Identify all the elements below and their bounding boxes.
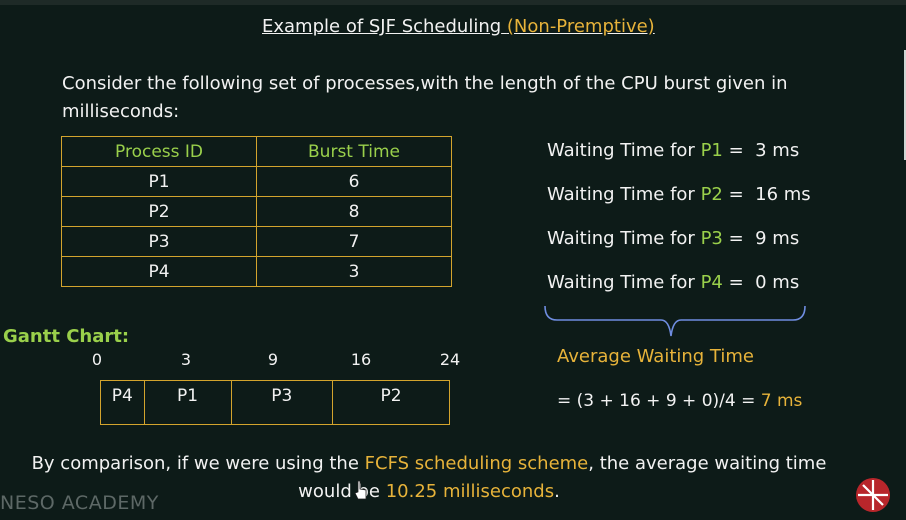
cell-process: P2 bbox=[61, 196, 257, 227]
waiting-pid: P4 bbox=[700, 272, 723, 293]
gantt-tick: 0 bbox=[91, 350, 103, 369]
waiting-pid: P1 bbox=[700, 140, 723, 161]
waiting-value: 9 ms bbox=[755, 228, 800, 249]
title-highlight: (Non-Premptive) bbox=[506, 16, 655, 37]
cell-burst: 7 bbox=[256, 226, 452, 257]
cell-burst: 8 bbox=[256, 196, 452, 227]
average-formula: = (3 + 16 + 9 + 0)/4 = 7 ms bbox=[557, 391, 802, 411]
waiting-value: 3 ms bbox=[755, 140, 800, 161]
table-row: P2 8 bbox=[61, 196, 452, 227]
formula-result: 7 ms bbox=[760, 391, 803, 411]
summary-text: By comparison, if we were using the FCFS… bbox=[0, 450, 858, 506]
cell-process: P3 bbox=[61, 226, 257, 257]
waiting-prefix: Waiting Time for bbox=[547, 272, 695, 293]
gantt-block: P2 bbox=[380, 386, 402, 406]
header-burst-time: Burst Time bbox=[256, 136, 452, 167]
gantt-tick: 9 bbox=[267, 350, 279, 369]
summary-part: , the average waiting time bbox=[588, 453, 827, 474]
curly-brace-icon bbox=[544, 305, 806, 337]
summary-highlight: 10.25 milliseconds bbox=[385, 481, 555, 502]
waiting-prefix: Waiting Time for bbox=[547, 140, 695, 161]
header-process-id: Process ID bbox=[61, 136, 257, 167]
waiting-time-p4: Waiting Time for P4 = 0 ms bbox=[547, 272, 800, 293]
neso-logo-icon[interactable] bbox=[854, 476, 892, 514]
cell-process: P4 bbox=[61, 256, 257, 287]
formula-text: = (3 + 16 + 9 + 0)/4 = bbox=[557, 391, 756, 411]
waiting-pid: P2 bbox=[700, 184, 723, 205]
mouse-cursor-icon bbox=[354, 480, 367, 500]
intro-text: Consider the following set of processes,… bbox=[62, 70, 802, 126]
gantt-chart: P4 P1 P3 P2 bbox=[100, 380, 450, 425]
gantt-block: P4 bbox=[101, 381, 145, 424]
waiting-time-p3: Waiting Time for P3 = 9 ms bbox=[547, 228, 800, 249]
gantt-block: P3 bbox=[232, 381, 333, 424]
top-bar bbox=[0, 0, 906, 5]
table-row: P4 3 bbox=[61, 256, 452, 287]
summary-line-1: By comparison, if we were using the FCFS… bbox=[0, 450, 858, 478]
summary-part: . bbox=[554, 481, 560, 502]
table-row: P3 7 bbox=[61, 226, 452, 257]
process-table: Process ID Burst Time P1 6 P2 8 P3 7 P4 … bbox=[61, 136, 452, 287]
title-text: Example of SJF Scheduling bbox=[262, 16, 502, 37]
waiting-pid: P3 bbox=[700, 228, 723, 249]
gantt-chart-label: Gantt Chart: bbox=[3, 326, 130, 347]
gantt-block: P1 bbox=[145, 381, 232, 424]
summary-part: By comparison, if we were using the bbox=[31, 453, 359, 474]
watermark: NESO ACADEMY bbox=[0, 492, 159, 514]
waiting-value: 16 ms bbox=[755, 184, 811, 205]
waiting-time-p1: Waiting Time for P1 = 3 ms bbox=[547, 140, 800, 161]
summary-highlight: FCFS scheduling scheme bbox=[364, 453, 589, 474]
cell-burst: 3 bbox=[256, 256, 452, 287]
intro-line-2: milliseconds: bbox=[62, 101, 180, 122]
table-row: P1 6 bbox=[61, 166, 452, 197]
slide-title: Example of SJF Scheduling (Non-Premptive… bbox=[262, 16, 655, 37]
intro-line-1: Consider the following set of processes,… bbox=[62, 73, 788, 94]
table-header-row: Process ID Burst Time bbox=[61, 136, 452, 167]
gantt-tick: 24 bbox=[439, 350, 461, 369]
gantt-tick: 16 bbox=[350, 350, 372, 369]
waiting-value: 0 ms bbox=[755, 272, 800, 293]
average-waiting-label: Average Waiting Time bbox=[557, 346, 754, 367]
cell-burst: 6 bbox=[256, 166, 452, 197]
gantt-tick: 3 bbox=[180, 350, 192, 369]
waiting-prefix: Waiting Time for bbox=[547, 228, 695, 249]
scroll-edge bbox=[904, 50, 906, 160]
cell-process: P1 bbox=[61, 166, 257, 197]
waiting-prefix: Waiting Time for bbox=[547, 184, 695, 205]
waiting-time-p2: Waiting Time for P2 = 16 ms bbox=[547, 184, 811, 205]
